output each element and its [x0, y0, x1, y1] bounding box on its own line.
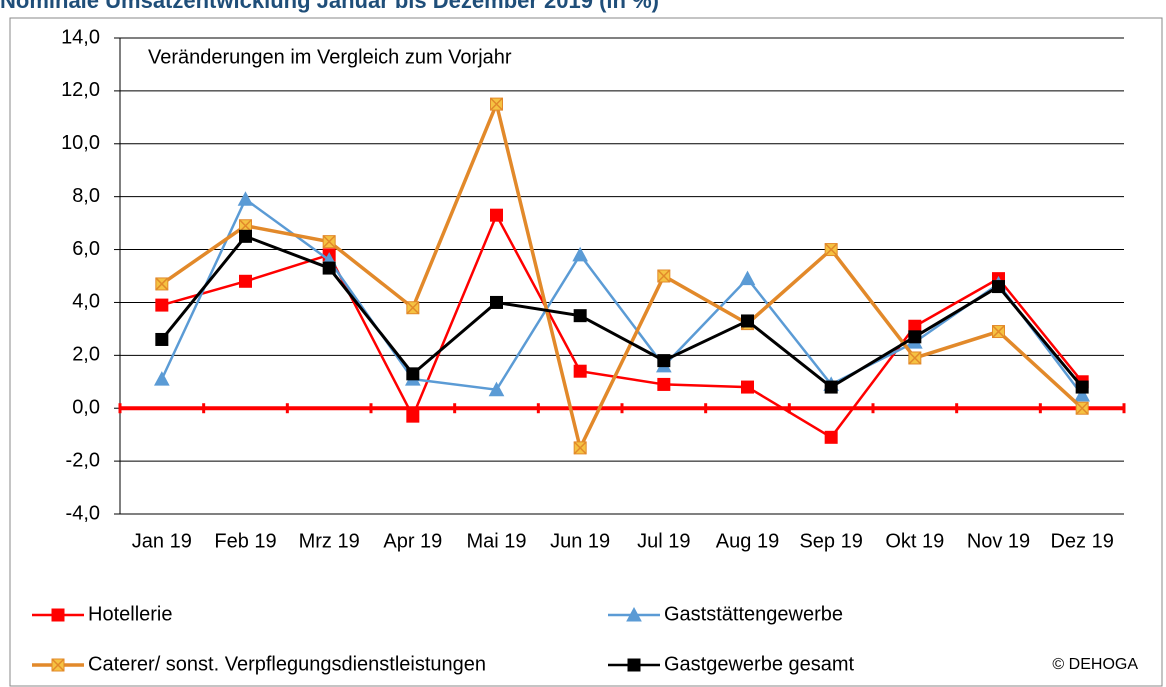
marker-x — [991, 325, 1006, 339]
marker — [406, 367, 420, 381]
y-tick-label: 0,0 — [72, 397, 100, 419]
marker — [741, 380, 754, 394]
series-line — [160, 98, 1084, 454]
y-tick-label: 4,0 — [72, 291, 100, 313]
marker — [239, 274, 252, 288]
annotation: Veränderungen im Vergleich zum Vorjahr — [148, 46, 512, 68]
y-tick-label: 14,0 — [61, 26, 100, 48]
marker — [657, 354, 671, 368]
marker-x — [657, 269, 671, 283]
marker — [1074, 386, 1091, 402]
series-line — [161, 212, 1084, 439]
marker — [51, 608, 65, 622]
y-tick-label: 12,0 — [61, 79, 100, 101]
y-tick-label: 8,0 — [72, 185, 100, 207]
marker-x — [238, 219, 253, 233]
marker — [490, 295, 503, 309]
y-tick-label: 6,0 — [72, 238, 100, 260]
copyright: © DEHOGA — [1052, 656, 1138, 673]
x-tick-label: Jun 19 — [550, 530, 610, 552]
x-tick-label: Jan 19 — [132, 530, 192, 552]
marker — [237, 191, 254, 206]
y-tick-label: 10,0 — [61, 132, 100, 154]
marker-x — [1075, 401, 1089, 415]
marker-x — [573, 441, 587, 455]
marker-x — [824, 243, 838, 257]
marker-x — [406, 301, 420, 315]
marker-x — [155, 277, 169, 291]
marker — [490, 208, 503, 222]
x-tick-label: Aug 19 — [716, 530, 779, 552]
marker-x — [322, 235, 336, 249]
y-tick-label: 2,0 — [72, 344, 100, 366]
marker — [657, 377, 671, 391]
marker — [573, 309, 587, 323]
x-tick-label: Nov 19 — [967, 530, 1030, 552]
marker — [239, 229, 252, 243]
series-line — [160, 234, 1084, 389]
x-tick-label: Mrz 19 — [299, 530, 360, 552]
legend-label: Gastgewerbe gesamt — [664, 653, 855, 675]
marker — [488, 381, 505, 397]
marker — [573, 364, 587, 378]
marker-x — [51, 658, 65, 672]
legend-label: Caterer/ sonst. Verpflegungsdienstleistu… — [88, 653, 486, 675]
x-tick-label: Dez 19 — [1050, 530, 1113, 552]
series-line — [160, 197, 1084, 396]
legend-item: Gaststättengewerbe — [608, 603, 843, 625]
marker — [572, 246, 589, 262]
marker — [824, 380, 838, 394]
legend-item: Hotellerie — [32, 603, 172, 625]
chart-title: Nominale Umsatzentwicklung Januar bis De… — [0, 0, 659, 13]
chart-frame — [9, 17, 1163, 687]
marker — [627, 658, 641, 672]
x-tick-label: Apr 19 — [383, 530, 442, 552]
marker — [322, 261, 336, 275]
marker — [1075, 380, 1089, 394]
y-tick-label: -4,0 — [66, 502, 100, 524]
marker — [741, 314, 754, 328]
marker-x — [908, 351, 922, 365]
marker — [908, 330, 922, 344]
marker — [824, 430, 838, 444]
marker — [992, 280, 1005, 294]
x-tick-label: Mai 19 — [466, 530, 526, 552]
y-tick-label: -2,0 — [66, 449, 100, 471]
marker — [739, 270, 756, 286]
marker — [155, 298, 169, 312]
legend-item: Gastgewerbe gesamt — [608, 653, 855, 675]
x-tick-label: Feb 19 — [214, 530, 276, 552]
marker — [155, 332, 169, 346]
marker — [626, 606, 642, 622]
legend-item: Caterer/ sonst. Verpflegungsdienstleistu… — [32, 653, 486, 675]
x-tick-label: Sep 19 — [799, 530, 862, 552]
marker-x — [489, 97, 504, 111]
x-tick-label: Jul 19 — [637, 530, 690, 552]
marker — [153, 371, 170, 386]
legend-label: Hotellerie — [88, 603, 172, 625]
x-tick-label: Okt 19 — [885, 530, 944, 552]
marker — [406, 409, 420, 423]
legend-label: Gaststättengewerbe — [664, 603, 843, 625]
